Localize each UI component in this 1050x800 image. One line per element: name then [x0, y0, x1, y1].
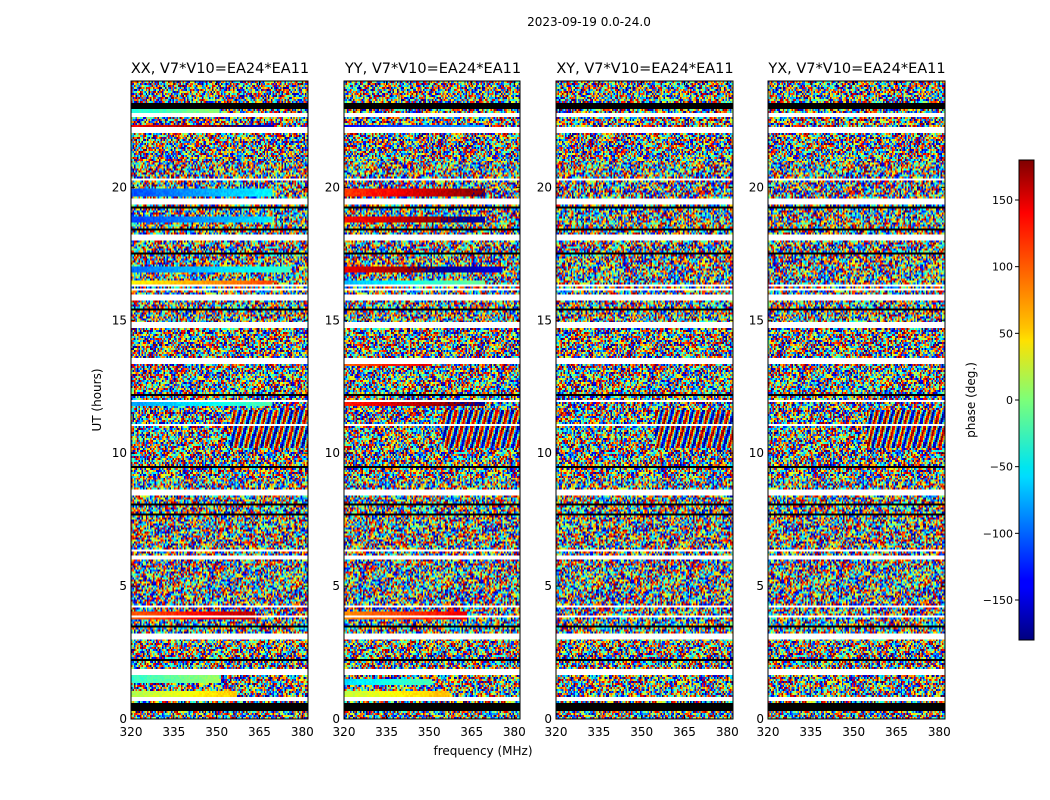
x-tick-label: 335	[375, 725, 398, 739]
y-tick-label: 20	[749, 180, 764, 194]
colorbar-tick-label: 50	[999, 327, 1013, 340]
x-tick-label: 380	[716, 725, 739, 739]
panel-heatmap	[131, 81, 308, 719]
y-tick-label: 20	[537, 180, 552, 194]
colorbar-tick-label: 0	[1006, 394, 1013, 407]
figure: 2023-09-19 0.0-24.0 XX, V7*V10=EA24*EA11…	[0, 0, 1050, 800]
colorbar-tick-label: −50	[990, 461, 1013, 474]
y-tick-label: 15	[537, 313, 552, 327]
y-tick-label: 0	[756, 712, 764, 726]
x-tick-label: 365	[248, 725, 271, 739]
x-tick-label: 380	[928, 725, 951, 739]
colorbar-tick-label: 150	[992, 194, 1013, 207]
y-tick-label: 5	[332, 579, 340, 593]
panel-title: XY, V7*V10=EA24*EA11	[556, 61, 733, 77]
panel-title: XX, V7*V10=EA24*EA11	[131, 61, 309, 77]
x-tick-label: 335	[162, 725, 185, 739]
panel-xy: XY, V7*V10=EA24*EA11	[556, 61, 734, 719]
y-tick-label: 5	[756, 579, 764, 593]
x-tick-label: 380	[291, 725, 314, 739]
colorbar-gradient	[1019, 160, 1034, 640]
x-tick-label: 350	[842, 725, 865, 739]
x-tick-label: 350	[630, 725, 653, 739]
y-tick-label: 10	[537, 446, 552, 460]
colorbar: −150 −100 −50 0 50 100 150 phase (deg.)	[964, 160, 1034, 640]
figure-suptitle: 2023-09-19 0.0-24.0	[527, 15, 651, 29]
colorbar-label: phase (deg.)	[964, 362, 978, 438]
x-tick-label: 335	[799, 725, 822, 739]
x-tick-label: 365	[885, 725, 908, 739]
y-tick-label: 5	[119, 579, 127, 593]
x-tick-label: 320	[120, 725, 143, 739]
y-tick-label: 15	[749, 313, 764, 327]
x-tick-label: 365	[673, 725, 696, 739]
y-tick-label: 0	[332, 712, 340, 726]
x-tick-label: 350	[205, 725, 228, 739]
colorbar-tick-label: 100	[992, 261, 1013, 274]
y-tick-label: 10	[325, 446, 340, 460]
panel-yy: YY, V7*V10=EA24*EA11 frequency (MHz)	[344, 61, 533, 758]
colorbar-ticks: −150 −100 −50 0 50 100 150	[983, 194, 1019, 607]
panel-heatmap	[556, 81, 733, 719]
y-tick-label: 15	[112, 313, 127, 327]
y-tick-label: 15	[325, 313, 340, 327]
y-tick-label: 0	[119, 712, 127, 726]
y-tick-label: 10	[112, 446, 127, 460]
x-tick-label: 350	[418, 725, 441, 739]
y-tick-label: 5	[544, 579, 552, 593]
panel-heatmap	[768, 81, 945, 719]
panel-heatmap	[344, 81, 520, 719]
x-tick-label: 320	[333, 725, 356, 739]
x-tick-label: 335	[587, 725, 610, 739]
colorbar-tick-label: −150	[983, 594, 1013, 607]
ylabel: UT (hours)	[90, 368, 104, 431]
panel-title: YX, V7*V10=EA24*EA11	[767, 61, 945, 77]
x-tick-label: 365	[460, 725, 483, 739]
colorbar-tick-label: −100	[983, 527, 1013, 540]
xlabel: frequency (MHz)	[433, 744, 532, 758]
x-tick-label: 320	[757, 725, 780, 739]
panel-title: YY, V7*V10=EA24*EA11	[344, 61, 521, 77]
y-tick-label: 10	[749, 446, 764, 460]
x-tick-label: 380	[503, 725, 526, 739]
y-tick-label: 20	[325, 180, 340, 194]
y-tick-label: 20	[112, 180, 127, 194]
panel-xx: XX, V7*V10=EA24*EA11 UT (hours)	[90, 61, 309, 719]
panel-yx: YX, V7*V10=EA24*EA11	[767, 61, 945, 719]
x-tick-label: 320	[545, 725, 568, 739]
y-tick-label: 0	[544, 712, 552, 726]
